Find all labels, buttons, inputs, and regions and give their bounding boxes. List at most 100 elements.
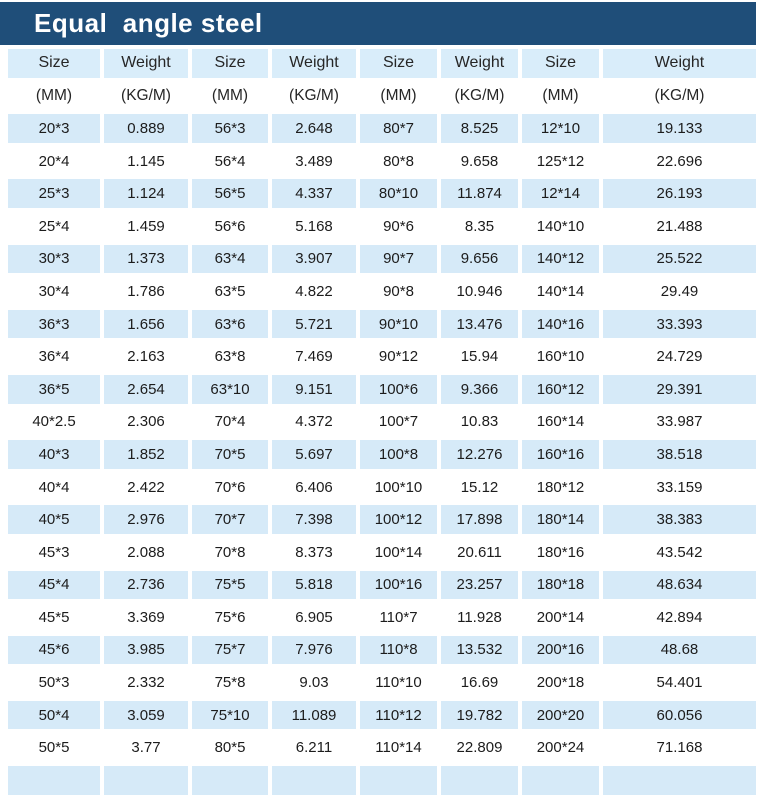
- weight-cell: 5.818: [272, 570, 356, 600]
- size-cell: 200*20: [522, 700, 599, 730]
- size-cell: 180*18: [522, 570, 599, 600]
- weight-cell: 25.522: [603, 244, 756, 274]
- weight-cell: 10.83: [441, 407, 518, 437]
- size-cell: 56*5: [192, 179, 268, 208]
- size-cell: 63*5: [192, 277, 268, 306]
- weight-cell: 3.059: [104, 700, 188, 730]
- weight-cell: 33.987: [603, 407, 756, 437]
- size-cell: 110*10: [360, 668, 437, 697]
- weight-cell: 3.489: [272, 146, 356, 176]
- size-cell: 90*12: [360, 342, 437, 371]
- weight-cell: 22.809: [441, 733, 518, 763]
- empty-cell: [192, 766, 268, 795]
- size-cell: 100*14: [360, 537, 437, 567]
- size-cell: 200*24: [522, 733, 599, 763]
- table-row: 45*6 3.985 75*7 7.976 110*8 13.532 200*16 48.68: [8, 635, 756, 665]
- size-cell: 80*7: [360, 114, 437, 143]
- size-cell: 100*8: [360, 440, 437, 469]
- size-cell: 100*7: [360, 407, 437, 437]
- title-bar: Equal angle steel: [0, 2, 756, 45]
- weight-cell: 11.089: [272, 700, 356, 730]
- size-cell: 56*6: [192, 211, 268, 241]
- size-cell: 70*7: [192, 505, 268, 534]
- unit-header-kgm: (KG/M): [603, 81, 756, 111]
- empty-cell: [522, 766, 599, 795]
- weight-cell: 60.056: [603, 700, 756, 730]
- size-cell: 140*16: [522, 309, 599, 339]
- weight-cell: 9.03: [272, 668, 356, 697]
- table-row: 25*3 1.124 56*5 4.337 80*10 11.874 12*14 26.193: [8, 179, 756, 208]
- weight-cell: 2.422: [104, 472, 188, 502]
- size-cell: 200*16: [522, 635, 599, 665]
- size-cell: 56*3: [192, 114, 268, 143]
- size-cell: 70*5: [192, 440, 268, 469]
- size-cell: 30*4: [8, 277, 100, 306]
- size-cell: 25*4: [8, 211, 100, 241]
- column-header-size: Size: [360, 49, 437, 78]
- weight-cell: 3.369: [104, 603, 188, 632]
- size-cell: 40*3: [8, 440, 100, 469]
- size-cell: 200*14: [522, 603, 599, 632]
- size-cell: 140*10: [522, 211, 599, 241]
- empty-cell: [272, 766, 356, 795]
- table-row: 36*3 1.656 63*6 5.721 90*10 13.476 140*16 33.39…: [8, 309, 756, 339]
- clipped-row: [8, 766, 756, 795]
- weight-cell: 9.656: [441, 244, 518, 274]
- column-header-size: Size: [8, 49, 100, 78]
- column-header-size: Size: [522, 49, 599, 78]
- table-row: 30*3 1.373 63*4 3.907 90*7 9.656 140*12 25.522: [8, 244, 756, 274]
- table-row: 45*3 2.088 70*8 8.373 100*14 20.611 180*16 43.5…: [8, 537, 756, 567]
- weight-cell: 6.211: [272, 733, 356, 763]
- weight-cell: 17.898: [441, 505, 518, 534]
- weight-cell: 48.634: [603, 570, 756, 600]
- weight-cell: 38.383: [603, 505, 756, 534]
- weight-cell: 3.985: [104, 635, 188, 665]
- weight-cell: 1.145: [104, 146, 188, 176]
- column-header-weight: Weight: [603, 49, 756, 78]
- column-header-weight: Weight: [104, 49, 188, 78]
- size-cell: 100*12: [360, 505, 437, 534]
- weight-cell: 33.159: [603, 472, 756, 502]
- size-cell: 50*4: [8, 700, 100, 730]
- weight-cell: 8.373: [272, 537, 356, 567]
- weight-cell: 1.852: [104, 440, 188, 469]
- size-cell: 80*5: [192, 733, 268, 763]
- weight-cell: 5.721: [272, 309, 356, 339]
- weight-cell: 11.874: [441, 179, 518, 208]
- size-cell: 12*14: [522, 179, 599, 208]
- size-cell: 140*12: [522, 244, 599, 274]
- size-cell: 180*14: [522, 505, 599, 534]
- column-header-size: Size: [192, 49, 268, 78]
- size-cell: 160*14: [522, 407, 599, 437]
- size-cell: 70*6: [192, 472, 268, 502]
- weight-cell: 8.35: [441, 211, 518, 241]
- size-cell: 45*3: [8, 537, 100, 567]
- empty-cell: [360, 766, 437, 795]
- weight-cell: 4.337: [272, 179, 356, 208]
- size-cell: 63*8: [192, 342, 268, 371]
- size-cell: 63*6: [192, 309, 268, 339]
- weight-cell: 29.391: [603, 374, 756, 404]
- size-cell: 90*10: [360, 309, 437, 339]
- weight-cell: 5.168: [272, 211, 356, 241]
- weight-cell: 54.401: [603, 668, 756, 697]
- table-row: 20*3 0.889 56*3 2.648 80*7 8.525 12*10 19.133: [8, 114, 756, 143]
- size-cell: 180*12: [522, 472, 599, 502]
- table-row: 36*5 2.654 63*10 9.151 100*6 9.366 160*12 29.39…: [8, 374, 756, 404]
- size-cell: 140*14: [522, 277, 599, 306]
- table-row: 40*2.5 2.306 70*4 4.372 100*7 10.83 160*14 33.9…: [8, 407, 756, 437]
- size-cell: 75*5: [192, 570, 268, 600]
- weight-cell: 13.532: [441, 635, 518, 665]
- weight-cell: 4.372: [272, 407, 356, 437]
- size-cell: 110*12: [360, 700, 437, 730]
- header-row: Size Weight Size Weight Size Weight Size…: [8, 49, 756, 78]
- size-cell: 45*6: [8, 635, 100, 665]
- weight-cell: 48.68: [603, 635, 756, 665]
- weight-cell: 19.782: [441, 700, 518, 730]
- table-row: 50*4 3.059 75*10 11.089 110*12 19.782 200*20 60…: [8, 700, 756, 730]
- weight-cell: 22.696: [603, 146, 756, 176]
- weight-cell: 7.976: [272, 635, 356, 665]
- table-row: 25*4 1.459 56*6 5.168 90*6 8.35 140*10 21.488: [8, 211, 756, 241]
- size-cell: 200*18: [522, 668, 599, 697]
- size-cell: 125*12: [522, 146, 599, 176]
